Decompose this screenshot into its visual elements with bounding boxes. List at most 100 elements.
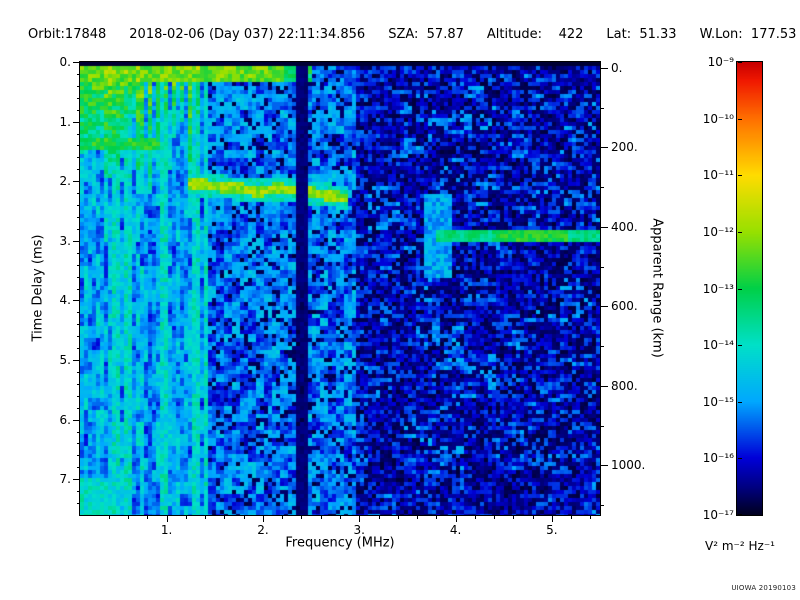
y-tick-label: 6.: [59, 412, 71, 427]
y-minor-tick: [77, 371, 80, 373]
y-minor-tick: [77, 216, 80, 218]
x-minor-tick: [397, 516, 399, 519]
y-minor-tick: [77, 73, 80, 75]
x-minor-tick: [590, 516, 592, 519]
y-minor-tick: [77, 145, 80, 147]
y-minor-tick: [77, 348, 80, 350]
y-minor-tick: [77, 324, 80, 326]
colorbar-tick: [738, 345, 742, 347]
x-minor-tick: [513, 516, 515, 519]
range-tick-label: 0.: [611, 60, 623, 75]
x-minor-tick: [224, 516, 226, 519]
y-tick: [73, 240, 80, 242]
range-minor-tick: [601, 346, 604, 348]
colorbar-tick: [738, 231, 742, 233]
y-minor-tick: [77, 288, 80, 290]
colorbar-tick-label: 10⁻¹⁰: [702, 111, 734, 126]
y-tick: [73, 181, 80, 183]
range-tick: [601, 67, 608, 69]
y-minor-tick: [77, 109, 80, 111]
y-minor-tick: [77, 205, 80, 207]
y-minor-tick: [77, 133, 80, 135]
x-tick: [455, 516, 457, 522]
sza-label: SZA: 57.87: [388, 27, 464, 42]
colorbar-tick: [738, 401, 742, 403]
y-tick-label: 1.: [59, 114, 71, 129]
y-minor-tick: [77, 228, 80, 230]
x-minor-tick: [340, 516, 341, 519]
y-minor-tick: [77, 157, 80, 159]
x-tick-label: 3.: [353, 523, 365, 537]
header-info: Orbit:17848 2018-02-06 (Day 037) 22:11:3…: [28, 27, 796, 42]
y-minor-tick: [77, 467, 80, 469]
x-minor-tick: [532, 516, 534, 519]
spectrogram-plot: [79, 61, 601, 516]
y-tick-label: 0.: [59, 55, 71, 69]
spectrogram-canvas: [80, 62, 600, 515]
colorbar-tick-label: 10⁻¹¹: [702, 168, 734, 183]
datetime-label: 2018-02-06 (Day 037) 22:11:34.856: [129, 27, 366, 42]
range-tick: [601, 147, 608, 149]
y-minor-tick: [77, 383, 80, 385]
x-tick-label: 5.: [546, 523, 558, 537]
y-tick-label: 2.: [59, 174, 71, 189]
y-tick: [73, 360, 80, 362]
range-tick: [601, 306, 608, 308]
y-minor-tick: [77, 503, 80, 505]
colorbar-tick: [738, 175, 742, 177]
range-tick-label: 800.: [611, 378, 638, 393]
x-minor-tick: [494, 516, 496, 519]
y-minor-tick: [77, 395, 80, 397]
x-minor-tick: [128, 516, 130, 519]
x-minor-tick: [301, 516, 303, 519]
y-tick: [73, 419, 80, 421]
range-tick-label: 600.: [611, 299, 638, 314]
orbit-label: Orbit:17848: [28, 27, 107, 42]
x-tick: [262, 516, 264, 522]
colorbar-tick-label: 10⁻¹²: [702, 224, 734, 239]
range-tick-label: 200.: [611, 140, 638, 155]
y-tick-label: 5.: [59, 353, 71, 368]
x-minor-tick: [205, 516, 207, 519]
x-minor-tick: [185, 516, 187, 519]
y-axis-title: Time Delay (ms): [30, 234, 46, 342]
y-minor-tick: [77, 85, 80, 87]
colorbar-tick: [738, 458, 742, 460]
x-tick-label: 1.: [160, 523, 173, 537]
y-minor-tick: [77, 97, 80, 99]
x-minor-tick: [320, 516, 322, 519]
x-minor-tick: [108, 516, 110, 519]
x-minor-tick: [571, 516, 573, 519]
y-minor-tick: [77, 443, 80, 445]
y-minor-tick: [77, 193, 80, 195]
range-tick-label: 1000.: [611, 458, 646, 473]
x-tick-label: 4.: [449, 523, 462, 537]
y-tick-label: 3.: [59, 233, 71, 248]
lat-label: Lat: 51.33: [606, 27, 677, 42]
colorbar-tick: [738, 62, 742, 63]
colorbar-tick-label: 10⁻⁹: [707, 55, 734, 69]
x-tick: [166, 516, 168, 522]
y-minor-tick: [77, 491, 80, 493]
colorbar-tick: [738, 288, 742, 290]
y-tick-label: 4.: [59, 293, 71, 308]
range-tick: [601, 385, 608, 387]
x-minor-tick: [474, 516, 476, 519]
colorbar-tick-label: 10⁻¹³: [702, 281, 734, 296]
colorbar-tick: [738, 514, 742, 515]
x-minor-tick: [147, 516, 149, 519]
range-tick: [601, 226, 608, 228]
range-minor-tick: [601, 266, 604, 268]
x-minor-tick: [243, 516, 245, 519]
y-tick-label: 7.: [59, 472, 71, 487]
colorbar-tick-label: 10⁻¹⁵: [702, 394, 734, 409]
y-minor-tick: [77, 264, 80, 266]
colorbar-tick: [738, 118, 742, 120]
y-tick: [73, 62, 80, 63]
range-tick-label: 400.: [611, 219, 638, 234]
y-tick: [73, 300, 80, 302]
x-axis-title: Frequency (MHz): [285, 535, 395, 551]
wlon-label: W.Lon: 177.53: [699, 27, 797, 42]
y-minor-tick: [77, 276, 80, 278]
